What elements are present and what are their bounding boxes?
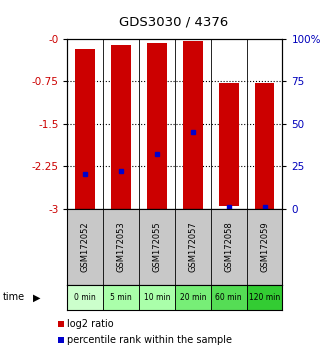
Text: GSM172055: GSM172055: [152, 222, 161, 272]
Text: 120 min: 120 min: [249, 293, 280, 302]
Bar: [175, 285, 211, 310]
Text: 10 min: 10 min: [144, 293, 170, 302]
Bar: [75, 49, 95, 209]
Text: GDS3030 / 4376: GDS3030 / 4376: [119, 16, 228, 29]
Bar: [211, 285, 247, 310]
Text: ▶: ▶: [33, 292, 41, 302]
Bar: [247, 285, 282, 310]
Text: 0 min: 0 min: [74, 293, 96, 302]
Text: percentile rank within the sample: percentile rank within the sample: [67, 335, 232, 345]
Bar: [111, 45, 131, 209]
Bar: [103, 285, 139, 310]
Text: log2 ratio: log2 ratio: [67, 319, 114, 329]
Bar: [147, 43, 167, 209]
Bar: [255, 83, 274, 209]
Text: GSM172058: GSM172058: [224, 222, 233, 272]
Text: 20 min: 20 min: [180, 293, 206, 302]
Text: GSM172057: GSM172057: [188, 222, 197, 272]
Bar: [219, 83, 239, 206]
Text: 60 min: 60 min: [215, 293, 242, 302]
Bar: [139, 285, 175, 310]
Text: GSM172052: GSM172052: [81, 222, 90, 272]
Text: time: time: [3, 292, 25, 302]
Bar: [183, 41, 203, 209]
Text: GSM172059: GSM172059: [260, 222, 269, 272]
Text: 5 min: 5 min: [110, 293, 132, 302]
Bar: [67, 285, 103, 310]
Text: GSM172053: GSM172053: [117, 222, 126, 272]
